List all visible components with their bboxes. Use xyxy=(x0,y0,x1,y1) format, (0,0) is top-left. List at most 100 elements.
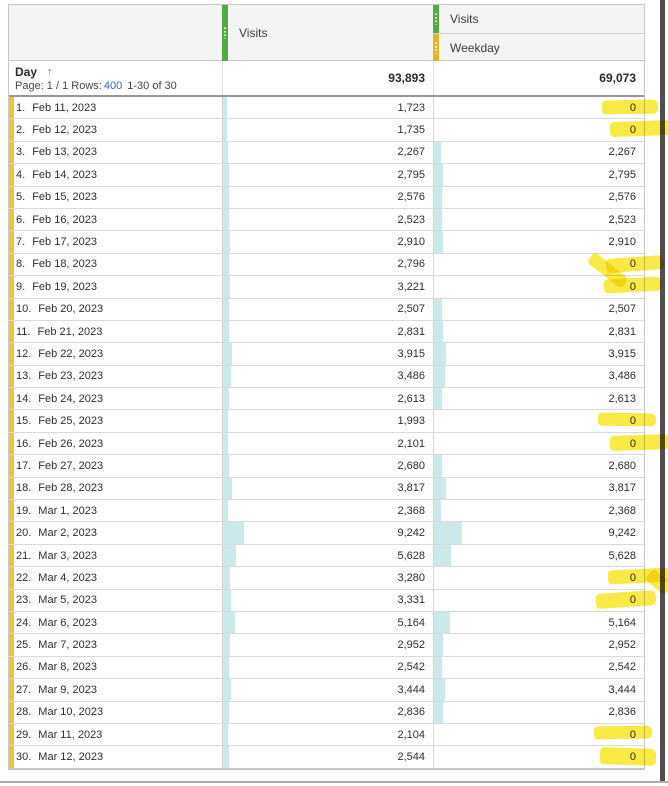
subheader-weekday[interactable]: Weekday xyxy=(433,33,644,61)
weekday-bar xyxy=(434,365,445,388)
visits-value: 3,280 xyxy=(397,571,425,584)
visits-cell: 5,628 xyxy=(222,544,433,567)
table-row[interactable]: 25. Mar 7, 2023 2,952 2,952 xyxy=(9,634,644,657)
visits-cell: 2,542 xyxy=(222,656,433,679)
table-row[interactable]: 10. Feb 20, 2023 2,507 2,507 xyxy=(9,298,644,321)
visits-value: 2,796 xyxy=(397,258,425,271)
table-row[interactable]: 5. Feb 15, 2023 2,576 2,576 xyxy=(9,186,644,209)
weekday-bar xyxy=(434,544,452,567)
day-cell: 14. Feb 24, 2023 xyxy=(9,388,222,410)
visits-value: 5,164 xyxy=(397,616,425,629)
visits-cell: 2,795 xyxy=(222,164,433,186)
table-row[interactable]: 12. Feb 22, 2023 3,915 3,915 xyxy=(9,343,644,366)
row-date: Mar 3, 2023 xyxy=(38,549,97,562)
row-marker xyxy=(9,343,14,365)
table-row[interactable]: 7. Feb 17, 2023 2,910 2,910 xyxy=(9,231,644,254)
visits-bar xyxy=(223,477,232,500)
row-date: Feb 15, 2023 xyxy=(32,191,98,204)
visits-bar xyxy=(223,723,228,746)
row-date: Mar 4, 2023 xyxy=(38,571,97,584)
visits-cell: 3,331 xyxy=(222,589,433,611)
highlight-mark xyxy=(593,725,653,740)
day-cell: 7. Feb 17, 2023 xyxy=(9,231,222,253)
table-row[interactable]: 19. Mar 1, 2023 2,368 2,368 xyxy=(9,500,644,523)
weekday-bar xyxy=(434,320,443,343)
table-row[interactable]: 24. Mar 6, 2023 5,164 5,164 xyxy=(9,611,644,635)
day-cell: 23. Mar 5, 2023 xyxy=(9,589,222,611)
row-date: Feb 25, 2023 xyxy=(38,415,104,428)
table-row[interactable]: 4. Feb 14, 2023 2,795 2,795 xyxy=(9,164,644,187)
row-index: 18. xyxy=(16,482,32,495)
table-row[interactable]: 30. Mar 12, 2023 2,544 0 xyxy=(9,746,657,769)
weekday-value: 2,368 xyxy=(608,504,636,517)
sort-ascending-icon[interactable]: ↑ xyxy=(47,66,53,78)
table-row[interactable]: 22. Mar 4, 2023 3,280 0 xyxy=(9,567,668,596)
table-row[interactable]: 26. Mar 8, 2023 2,542 2,542 xyxy=(9,656,644,680)
rows-per-page-link[interactable]: 400 xyxy=(103,80,123,92)
table-row[interactable]: 18. Feb 28, 2023 3,817 3,817 xyxy=(9,477,644,501)
visits-cell: 3,280 xyxy=(222,567,433,589)
row-date: Mar 12, 2023 xyxy=(38,751,104,764)
weekday-value: 2,267 xyxy=(608,146,636,159)
day-cell: 2. Feb 12, 2023 xyxy=(9,119,222,141)
visits-cell: 3,817 xyxy=(222,477,433,500)
table-row[interactable]: 16. Feb 26, 2023 2,101 0 xyxy=(9,432,668,456)
day-cell: 26. Mar 8, 2023 xyxy=(9,656,222,679)
visits-cell: 2,104 xyxy=(222,723,433,746)
row-marker xyxy=(9,656,14,679)
row-date: Feb 28, 2023 xyxy=(38,482,104,495)
table-row[interactable]: 23. Mar 5, 2023 3,331 0 xyxy=(9,589,657,612)
visits-bar xyxy=(223,522,244,544)
subheader-visits[interactable]: Visits xyxy=(433,5,644,33)
visits-cell: 2,368 xyxy=(222,500,433,522)
weekday-cell: 3,915 xyxy=(433,343,644,365)
weekday-value: 2,910 xyxy=(608,236,636,249)
table-row[interactable]: 21. Mar 3, 2023 5,628 5,628 xyxy=(9,544,644,568)
table-row[interactable]: 8. Feb 18, 2023 2,796 0 xyxy=(9,251,665,289)
visits-bar xyxy=(223,119,227,141)
visits-cell: 3,486 xyxy=(222,365,433,388)
day-cell: 3. Feb 13, 2023 xyxy=(9,141,222,164)
day-cell: 8. Feb 18, 2023 xyxy=(9,253,222,276)
table-body: 1. Feb 11, 2023 1,723 0 2. Feb 12, 2023 1,735 0… xyxy=(9,97,668,769)
weekday-bar xyxy=(434,164,443,186)
table-row[interactable]: 9. Feb 19, 2023 3,221 0 xyxy=(9,276,663,299)
table-row[interactable]: 13. Feb 23, 2023 3,486 3,486 xyxy=(9,365,644,389)
table-row[interactable]: 3. Feb 13, 2023 2,267 2,267 xyxy=(9,141,644,165)
row-date: Feb 12, 2023 xyxy=(32,124,98,137)
visits-value: 2,795 xyxy=(397,168,425,181)
row-marker xyxy=(9,320,14,343)
row-index: 6. xyxy=(16,213,26,226)
subheader-label: Visits xyxy=(450,12,479,26)
visits-cell: 2,613 xyxy=(222,388,433,410)
table-row[interactable]: 27. Mar 9, 2023 3,444 3,444 xyxy=(9,679,644,702)
visits-bar xyxy=(223,276,231,298)
table-row[interactable]: 11. Feb 21, 2023 2,831 2,831 xyxy=(9,320,644,344)
highlight-mark xyxy=(609,120,668,138)
row-date: Feb 24, 2023 xyxy=(38,392,104,405)
table-row[interactable]: 28. Mar 10, 2023 2,836 2,836 xyxy=(9,701,644,724)
day-cell: 15. Feb 25, 2023 xyxy=(9,410,222,432)
table-row[interactable]: 29. Mar 11, 2023 2,104 0 xyxy=(9,723,653,747)
table-row[interactable]: 20. Mar 2, 2023 9,242 9,242 xyxy=(9,522,644,545)
weekday-cell: 0 xyxy=(433,119,668,141)
row-index: 8. xyxy=(16,258,26,271)
weekday-bar xyxy=(434,208,442,231)
table-row[interactable]: 6. Feb 16, 2023 2,523 2,523 xyxy=(9,208,644,232)
column-header-visits[interactable]: Visits xyxy=(222,5,433,61)
visits-value: 2,680 xyxy=(397,459,425,472)
row-marker xyxy=(9,634,14,656)
visits-cell: 2,910 xyxy=(222,231,433,253)
weekday-value: 2,831 xyxy=(608,325,636,338)
row-index: 12. xyxy=(16,347,32,360)
table-row[interactable]: 17. Feb 27, 2023 2,680 2,680 xyxy=(9,455,644,478)
row-marker xyxy=(9,119,14,141)
table-row[interactable]: 2. Feb 12, 2023 1,735 0 xyxy=(9,119,668,142)
visits-value: 1,735 xyxy=(397,124,425,137)
table-row[interactable]: 14. Feb 24, 2023 2,613 2,613 xyxy=(9,388,644,411)
table-row[interactable]: 15. Feb 25, 2023 1,993 0 xyxy=(9,410,657,433)
weekday-bar xyxy=(434,455,443,477)
table-row[interactable]: 1. Feb 11, 2023 1,723 0 xyxy=(9,97,659,120)
range-label: 1-30 of 30 xyxy=(127,80,177,92)
dimension-header-day[interactable]: Day ↑ Page: 1 / 1 Rows: 400 1-30 of 30 xyxy=(9,61,222,95)
